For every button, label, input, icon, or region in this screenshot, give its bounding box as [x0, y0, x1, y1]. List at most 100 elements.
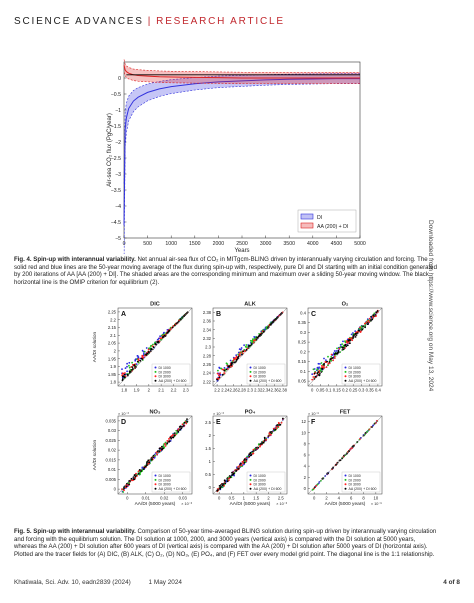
- scatter-point: [349, 342, 351, 345]
- legend-marker: [154, 379, 157, 382]
- scatter-point: [223, 484, 225, 487]
- scatter-point: [137, 358, 140, 360]
- scatter-point: [126, 370, 128, 373]
- scatter-point: [353, 334, 355, 337]
- x-tick-label: 0.1: [326, 388, 332, 393]
- legend-marker: [154, 478, 157, 481]
- scatter-point: [172, 325, 175, 327]
- scatter-point: [158, 341, 160, 344]
- scatter-point: [233, 472, 235, 475]
- legend-label: DI 2000: [349, 478, 361, 482]
- scatter-point: [158, 450, 161, 452]
- scatter-point: [246, 346, 248, 349]
- figure-4-caption: Fig. 4. Spin-up with interannual variabi…: [14, 256, 438, 286]
- scatter-point: [218, 374, 220, 377]
- scatter-point: [137, 472, 140, 475]
- scatter-point: [265, 327, 267, 330]
- scatter-point: [341, 346, 344, 349]
- scatter-point: [245, 344, 248, 346]
- scatter-point: [319, 369, 322, 372]
- plot-frame: [123, 61, 361, 239]
- scatter-point: [141, 354, 144, 357]
- x-tick-label: 1: [243, 496, 246, 501]
- scatter-point: [162, 447, 164, 450]
- scatter-point: [373, 312, 376, 315]
- y-axis-label: Air-sea CO₂ flux (PgC/year): [107, 113, 113, 187]
- legend-label: AA (200) + DI 600: [254, 487, 282, 491]
- y-tick-label: 2.15: [108, 325, 117, 330]
- x-tick-label: 2: [267, 496, 270, 501]
- y-tick-label: 0.4: [300, 310, 306, 315]
- scatter-point: [232, 359, 235, 362]
- x-tick-label: 0.15: [333, 388, 342, 393]
- scatter-point: [226, 480, 229, 483]
- y-tick-label: 0.2: [300, 349, 306, 354]
- y-exponent: × 10⁻³: [118, 412, 129, 416]
- scatter-point: [257, 443, 260, 446]
- x-tick-label: 3500: [283, 241, 295, 247]
- scatter-point: [252, 448, 255, 451]
- page-footer: Khatiwala, Sci. Adv. 10, eadn2839 (2024)…: [14, 579, 460, 586]
- scatter-point: [229, 476, 232, 478]
- x-tick-label: 0.3: [359, 388, 365, 393]
- scatter-point: [158, 447, 161, 450]
- scatter-point: [235, 355, 238, 358]
- scatter-point: [339, 343, 342, 346]
- x-tick-label: 2000: [213, 241, 225, 247]
- y-tick-label: 12: [301, 419, 306, 424]
- y-tick-label: −2.5: [111, 156, 121, 162]
- scatter-point: [168, 441, 170, 443]
- y-tick-label: −1: [115, 108, 121, 114]
- legend-box: [151, 471, 191, 493]
- scatter-point: [248, 455, 250, 458]
- scatter-point: [131, 364, 134, 366]
- series-line-aa: [123, 65, 360, 79]
- scatter-point: [368, 317, 371, 320]
- legend-label: DI 3000: [159, 483, 171, 487]
- y-tick-label: −1.5: [111, 124, 121, 130]
- scatter-point: [311, 373, 314, 376]
- y-tick-label: 0.1: [300, 369, 306, 374]
- scatter-point: [370, 316, 372, 318]
- scatter-point: [243, 344, 245, 346]
- x-tick-label: 8: [362, 496, 365, 501]
- legend-box: [151, 363, 191, 385]
- legend-swatch: [300, 213, 314, 220]
- journal-header: SCIENCE ADVANCES | RESEARCH ARTICLE: [14, 16, 285, 27]
- scatter-point: [135, 363, 138, 365]
- one-to-one-line: [307, 415, 383, 495]
- y-tick-label: 4: [304, 464, 307, 469]
- scatter-point: [246, 455, 249, 458]
- scatter-point: [135, 472, 137, 475]
- scatter-point: [175, 432, 178, 435]
- scatter-point: [123, 373, 126, 376]
- legend-label: DI 3000: [349, 375, 361, 379]
- x-tick-label: 0: [311, 388, 314, 393]
- scatter-point: [243, 458, 246, 461]
- scatter-point: [225, 368, 228, 371]
- download-note[interactable]: Downloaded from https://www.science.org …: [427, 220, 434, 392]
- panel-title: O₂: [342, 302, 349, 308]
- scatter-point: [153, 457, 156, 459]
- scatter-point: [121, 376, 124, 379]
- x-tick-label: 6: [350, 496, 353, 501]
- scatter-point: [121, 368, 123, 370]
- scatter-point: [330, 356, 333, 358]
- legend-marker: [249, 478, 252, 481]
- x-tick-label: 2.2: [171, 388, 177, 393]
- legend-marker: [344, 478, 347, 481]
- scatter-point: [282, 417, 284, 420]
- x-tick-label: 0: [313, 496, 316, 501]
- scatter-point: [320, 479, 322, 482]
- scatter-point: [249, 339, 252, 342]
- y-tick-label: 2.34: [203, 327, 212, 332]
- x-tick-label: 0.4: [375, 388, 381, 393]
- scatter-point: [258, 334, 261, 337]
- scatter-point: [360, 325, 363, 328]
- series-band-lower: [123, 70, 360, 85]
- scatter-point: [240, 348, 242, 351]
